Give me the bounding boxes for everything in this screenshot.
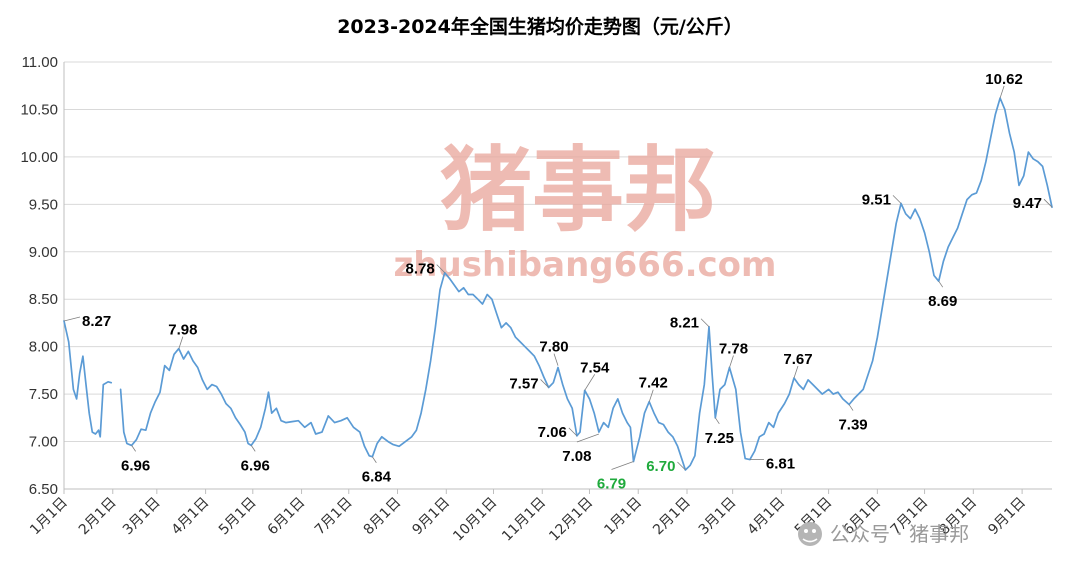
grid [64, 61, 1052, 490]
data-label-leader [848, 404, 854, 411]
x-tick-label: 9月1日 [985, 495, 1029, 539]
data-label-leader [250, 445, 256, 452]
data-label: 6.70 [646, 458, 675, 475]
data-label: 8.21 [670, 315, 699, 332]
x-tick-label: 1月1日 [601, 495, 645, 539]
x-tick-label: 2月1日 [650, 495, 694, 539]
watermark-url: zhushibang666.com [394, 245, 777, 285]
data-label: 7.42 [639, 375, 668, 392]
data-label-leader [372, 456, 377, 463]
data-label-leader [938, 280, 944, 288]
series-line-segment [63, 320, 113, 438]
y-tick-label: 9.00 [29, 244, 58, 261]
x-tick-label: 1月1日 [27, 495, 71, 539]
data-label-leader [568, 427, 578, 437]
x-tick-label: 2月1日 [76, 495, 120, 539]
y-axis-tick-labels: 6.50 7.00 7.50 8.00 8.50 9.00 9.50 10.00 10.50 11… [20, 54, 58, 498]
series-line-segment [119, 97, 1053, 471]
data-label: 7.80 [539, 339, 568, 356]
data-label: 7.08 [562, 448, 591, 465]
data-label: 6.96 [241, 457, 270, 474]
data-label: 8.69 [928, 293, 957, 310]
data-label-leader [63, 316, 81, 322]
watermark: 猪事邦 zhushibang666.com [394, 137, 777, 285]
x-tick-label: 7月1日 [312, 495, 356, 539]
x-tick-label: 4月1日 [745, 495, 789, 539]
data-label-leader [436, 264, 446, 273]
data-label-leader [553, 353, 559, 366]
footer-badge: 公众号 · 猪事邦 [798, 522, 969, 546]
data-label-leader [892, 195, 902, 204]
data-label: 8.78 [406, 261, 435, 278]
data-label-leader [540, 379, 549, 388]
data-label-leader [584, 374, 596, 391]
y-tick-label: 9.50 [29, 196, 58, 213]
y-tick-label: 10.00 [20, 149, 58, 166]
y-tick-label: 6.50 [29, 481, 58, 498]
data-label-leader [576, 433, 600, 443]
watermark-text: 猪事邦 [440, 137, 716, 244]
data-label: 6.79 [597, 475, 626, 492]
y-tick-label: 7.00 [29, 434, 58, 451]
data-label: 10.62 [985, 71, 1023, 88]
data-label: 7.57 [509, 375, 538, 392]
chart-title: 2023-2024年全国生猪均价走势图（元/公斤） [337, 15, 743, 38]
data-label-leader [178, 336, 184, 349]
data-label: 6.84 [362, 469, 392, 486]
x-tick-label: 11月1日 [499, 495, 549, 545]
data-label-leader [700, 318, 710, 328]
data-label-leader [714, 417, 720, 425]
data-label: 7.54 [580, 359, 610, 376]
x-tick-label: 10月1日 [450, 495, 500, 545]
footer-badge-text: 公众号 · 猪事邦 [830, 522, 969, 546]
y-tick-label: 8.00 [29, 339, 58, 356]
data-label: 7.39 [838, 417, 867, 434]
data-label: 6.81 [766, 456, 795, 473]
data-label-leader [611, 461, 634, 470]
axes [63, 62, 1052, 494]
y-tick-label: 11.00 [22, 54, 58, 71]
x-tick-label: 3月1日 [120, 495, 164, 539]
data-label: 7.78 [719, 341, 748, 358]
data-label: 7.98 [168, 322, 197, 339]
x-tick-label: 3月1日 [696, 495, 740, 539]
y-tick-label: 8.50 [29, 291, 58, 308]
data-label-leader [648, 389, 654, 402]
y-tick-label: 10.50 [20, 101, 58, 118]
data-label: 7.06 [538, 424, 567, 441]
data-label: 8.27 [82, 313, 111, 330]
data-label-leader [999, 85, 1005, 99]
data-label-leader [793, 365, 799, 379]
x-tick-label: 6月1日 [265, 495, 309, 539]
y-tick-label: 7.50 [29, 386, 58, 403]
wechat-official-account-icon [798, 522, 822, 546]
data-label-leader [677, 461, 686, 471]
data-label-leader [1043, 198, 1053, 208]
data-label: 7.25 [705, 430, 734, 447]
data-label: 7.67 [783, 351, 812, 368]
x-tick-label: 12月1日 [546, 495, 596, 545]
x-tick-label: 5月1日 [216, 495, 260, 539]
data-labels: 8.27 7.98 6.96 6.96 6.84 8.78 7.57 7.80 7.06 7.54… [63, 71, 1053, 492]
data-label: 6.96 [121, 457, 150, 474]
data-label: 9.47 [1013, 195, 1042, 212]
data-label: 9.51 [862, 191, 891, 208]
x-tick-label: 9月1日 [409, 495, 453, 539]
x-tick-label: 4月1日 [169, 495, 213, 539]
x-tick-label: 8月1日 [361, 495, 405, 539]
price-series [63, 97, 1053, 471]
data-label-leader [729, 355, 734, 368]
data-label-leader [131, 445, 136, 452]
